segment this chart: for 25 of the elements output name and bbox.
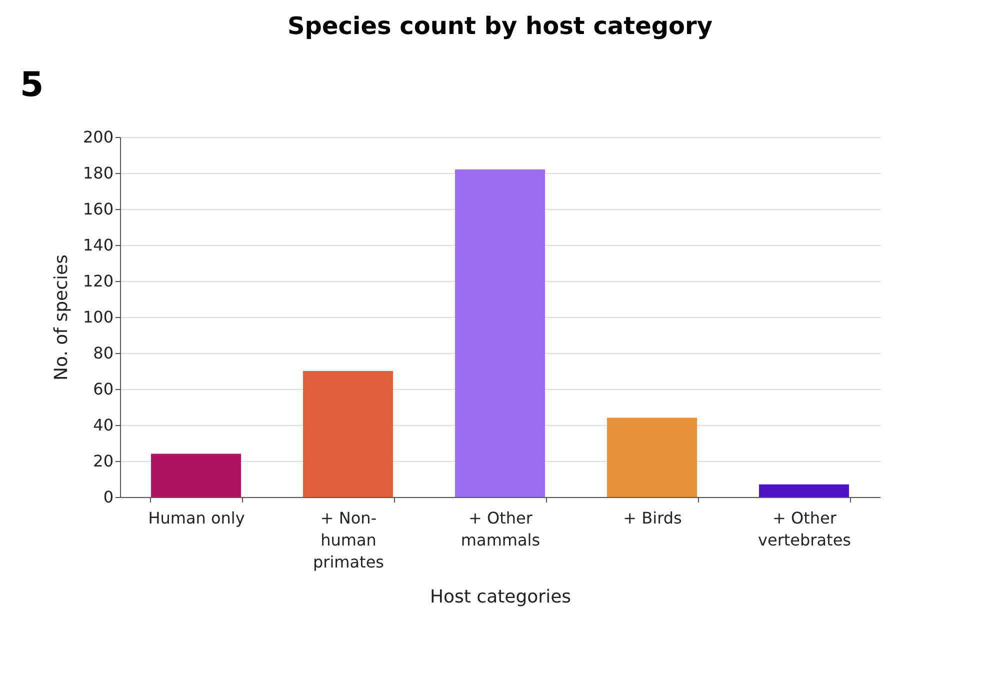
x-tick-label: + Other mammals [460,508,540,550]
y-axis-title: No. of species [50,254,72,380]
y-tick-label: 180 [82,164,114,182]
y-tick-label: 100 [82,308,114,326]
x-tick-label: Human only [148,508,245,528]
chart-title: Species count by host category [287,12,713,40]
x-axis-title: Host categories [430,586,572,608]
y-tick-label: 0 [103,488,114,506]
y-tick-label: 120 [82,272,114,290]
x-tick-label: + Non-human primates [312,508,384,572]
y-tick-label: 200 [82,128,114,146]
bar [455,169,545,497]
y-tick-label: 80 [93,344,114,362]
bar [303,371,393,497]
y-tick-label: 140 [82,236,114,254]
y-tick-label: 40 [93,416,114,434]
bar [759,484,849,497]
y-tick-label: 160 [82,200,114,218]
x-tick-label: + Birds [623,508,682,528]
text: 5 [20,65,44,105]
x-tick-label: + Other vertebrates [758,508,851,550]
y-tick-label: 20 [93,452,114,470]
bar [151,454,241,497]
y-tick-label: 60 [93,380,114,398]
bar [607,418,697,497]
